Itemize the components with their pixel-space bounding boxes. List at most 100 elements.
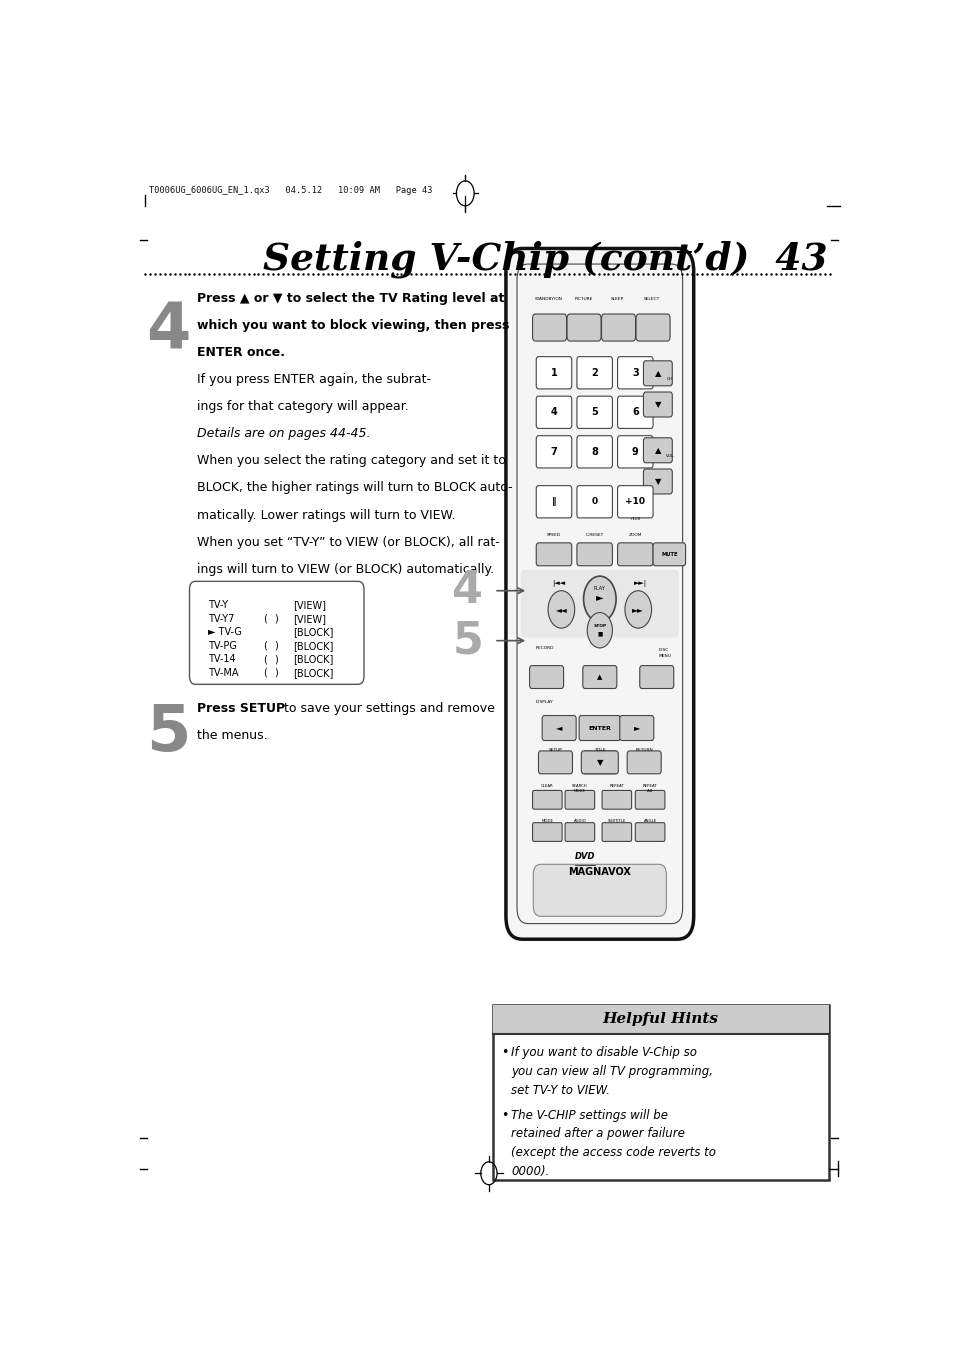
Text: [BLOCK]: [BLOCK] [293,667,333,678]
FancyBboxPatch shape [601,313,635,340]
Text: +100: +100 [629,517,640,521]
Text: When you select the rating category and set it to: When you select the rating category and … [196,454,505,467]
Text: 0000).: 0000). [511,1165,549,1178]
Text: Setting V-Chip (cont’d)  43: Setting V-Chip (cont’d) 43 [263,240,826,278]
Text: CLEAR: CLEAR [540,784,553,788]
Text: ▼: ▼ [655,477,660,486]
Text: to save your settings and remove: to save your settings and remove [280,703,495,715]
FancyBboxPatch shape [577,396,612,428]
Text: retained after a power failure: retained after a power failure [511,1128,684,1140]
Text: ANGLE: ANGLE [643,819,656,823]
Text: 0: 0 [591,497,598,507]
Text: +10: +10 [624,497,644,507]
Text: 7: 7 [550,447,557,457]
Text: DVD: DVD [575,852,595,861]
Text: ►: ► [596,592,603,603]
FancyBboxPatch shape [564,790,594,809]
FancyBboxPatch shape [642,361,672,386]
FancyBboxPatch shape [566,313,600,340]
Text: 4: 4 [452,569,482,612]
Text: Press SETUP: Press SETUP [196,703,285,715]
Text: SUBTITLE: SUBTITLE [607,819,625,823]
FancyBboxPatch shape [190,581,364,685]
Text: SLEEP: SLEEP [611,297,624,301]
Text: [VIEW]: [VIEW] [293,600,326,611]
Text: ): ) [274,654,278,665]
FancyBboxPatch shape [532,823,561,842]
Text: ZOOM: ZOOM [628,534,641,538]
Text: ◄: ◄ [556,724,562,732]
Text: |◄◄: |◄◄ [552,581,565,588]
Text: [BLOCK]: [BLOCK] [293,654,333,665]
Text: TV-Y: TV-Y [208,600,228,611]
FancyBboxPatch shape [537,751,572,774]
FancyBboxPatch shape [505,249,693,939]
FancyBboxPatch shape [626,751,660,774]
Text: ): ) [274,613,278,624]
Text: (: ( [263,667,267,678]
Text: [BLOCK]: [BLOCK] [293,640,333,651]
FancyBboxPatch shape [492,1005,828,1034]
FancyBboxPatch shape [532,313,566,340]
Text: 6: 6 [631,407,638,417]
FancyBboxPatch shape [642,469,672,494]
FancyBboxPatch shape [601,823,631,842]
FancyBboxPatch shape [635,823,664,842]
Text: MAGNAVOX: MAGNAVOX [568,867,631,877]
Text: CH: CH [665,377,672,381]
FancyBboxPatch shape [536,543,571,566]
Text: SETUP: SETUP [548,748,562,751]
Text: SELECT: SELECT [643,297,659,301]
Text: 2: 2 [591,367,598,378]
Circle shape [547,590,574,628]
FancyBboxPatch shape [642,392,672,417]
FancyBboxPatch shape [617,485,653,517]
FancyBboxPatch shape [617,543,653,566]
Circle shape [587,612,612,648]
FancyBboxPatch shape [653,543,685,566]
Text: 3: 3 [631,367,638,378]
Text: BLOCK, the higher ratings will turn to BLOCK auto-: BLOCK, the higher ratings will turn to B… [196,481,512,494]
Text: If you want to disable V-Chip so: If you want to disable V-Chip so [511,1046,697,1059]
Text: ▲: ▲ [655,369,660,378]
Text: Helpful Hints: Helpful Hints [602,1012,718,1027]
Text: [VIEW]: [VIEW] [293,613,326,624]
Text: MUTE: MUTE [660,551,677,557]
Text: (: ( [263,613,267,624]
Text: TV-Y7: TV-Y7 [208,613,234,624]
Text: ►: ► [633,724,639,732]
FancyBboxPatch shape [541,716,576,740]
Text: PICTURE: PICTURE [574,297,592,301]
Text: ▲: ▲ [597,674,602,680]
Text: REPEAT
A-B: REPEAT A-B [642,784,657,793]
Text: 5: 5 [452,619,482,662]
Text: C.RESET: C.RESET [585,534,603,538]
FancyBboxPatch shape [577,436,612,467]
Text: Press ▲ or ▼ to select the TV Rating level at: Press ▲ or ▼ to select the TV Rating lev… [196,292,504,305]
Text: ► TV-G: ► TV-G [208,627,242,638]
FancyBboxPatch shape [536,436,571,467]
Text: AUDIO: AUDIO [573,819,586,823]
Text: VOL.: VOL. [665,454,675,458]
Text: ): ) [274,640,278,651]
FancyBboxPatch shape [577,357,612,389]
FancyBboxPatch shape [639,666,673,689]
Text: (: ( [263,654,267,665]
Text: TV-PG: TV-PG [208,640,236,651]
FancyBboxPatch shape [564,823,594,842]
Text: REPEAT: REPEAT [609,784,623,788]
Text: 5: 5 [147,703,191,765]
Text: 1: 1 [550,367,557,378]
Text: T0006UG_6006UG_EN_1.qx3   04.5.12   10:09 AM   Page 43: T0006UG_6006UG_EN_1.qx3 04.5.12 10:09 AM… [149,186,432,195]
Text: MENU: MENU [659,654,671,658]
FancyBboxPatch shape [577,543,612,566]
Text: SPEED: SPEED [546,534,560,538]
Text: TV-14: TV-14 [208,654,235,665]
Text: 4: 4 [147,300,191,362]
Text: DISPLAY: DISPLAY [535,700,553,704]
Text: RECORD: RECORD [535,646,554,650]
Circle shape [583,576,616,621]
Text: ): ) [274,667,278,678]
FancyBboxPatch shape [617,436,653,467]
FancyBboxPatch shape [533,865,665,916]
